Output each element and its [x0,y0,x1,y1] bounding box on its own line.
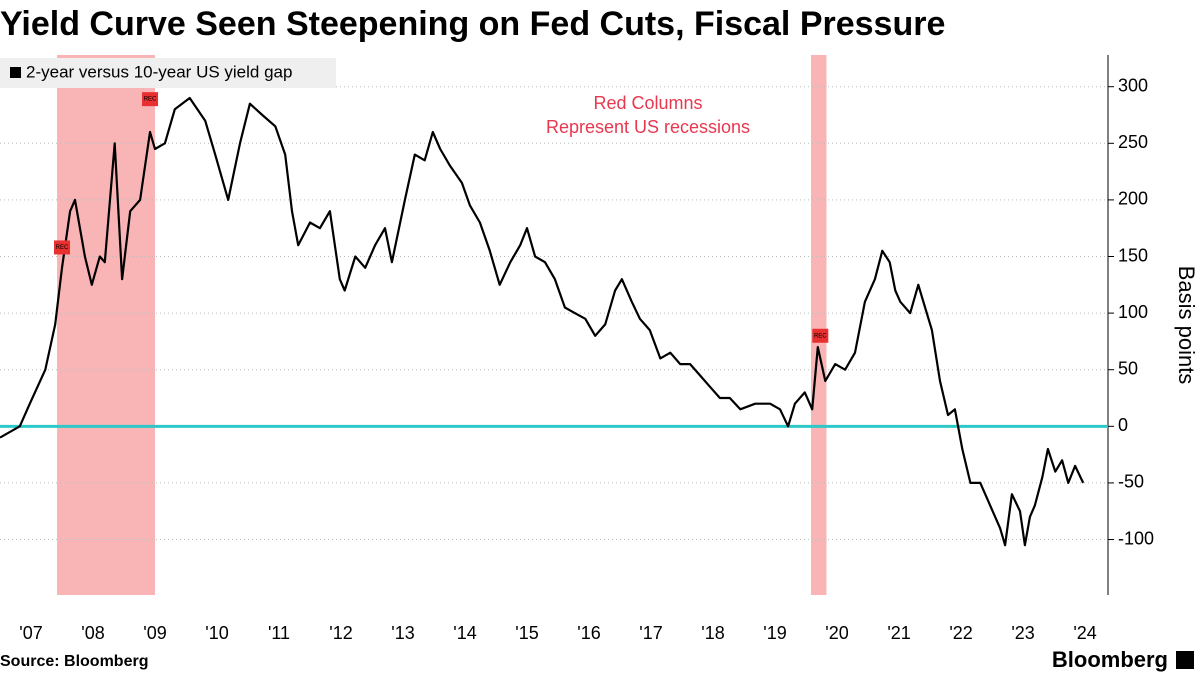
x-tick-label: '15 [515,623,538,643]
y-axis-label: Basis points [1174,266,1199,385]
event-marker [142,92,159,107]
recession-band [811,55,827,595]
y-tick-label: 200 [1118,189,1148,209]
x-tick-label: '08 [81,623,104,643]
y-tick-label: 150 [1118,245,1148,265]
y-tick-label: 250 [1118,132,1148,152]
x-tick-label: '19 [763,623,786,643]
brand-icon [1176,651,1194,669]
chart-title: Yield Curve Seen Steepening on Fed Cuts,… [0,5,945,43]
event-marker [812,328,829,343]
x-tick-label: '20 [825,623,848,643]
y-tick-label: 100 [1118,302,1148,322]
event-label: REC [56,245,69,251]
x-tick-label: '13 [391,623,414,643]
legend-label: 2-year versus 10-year US yield gap [26,62,292,81]
x-tick-label: '07 [19,623,42,643]
x-tick-label: '10 [205,623,228,643]
y-tick-label: 50 [1118,358,1138,378]
event-label: REC [814,333,827,339]
x-tick-label: '14 [453,623,476,643]
x-tick-label: '21 [887,623,910,643]
y-tick-label: -50 [1118,472,1144,492]
x-tick-label: '11 [268,623,290,643]
legend-box [0,58,336,88]
source: Source: Bloomberg [0,653,148,670]
x-tick-label: '18 [701,623,724,643]
y-tick-label: 300 [1118,75,1148,95]
series-line [0,96,1085,547]
event-marker [54,240,71,255]
event-label: REC [144,97,157,103]
x-tick-label: '24 [1073,623,1096,643]
x-tick-label: '12 [329,623,352,643]
x-tick-label: '17 [639,623,662,643]
x-tick-label: '16 [577,623,600,643]
x-tick-label: '23 [1011,623,1034,643]
y-tick-label: -100 [1118,528,1154,548]
brand: Bloomberg [1052,647,1168,672]
annotation: Represent US recessions [546,117,750,137]
recession-band [57,55,156,595]
legend-swatch [10,67,21,78]
x-tick-label: '09 [143,623,166,643]
x-tick-label: '22 [949,623,972,643]
annotation: Red Columns [593,93,702,113]
y-tick-label: 0 [1118,415,1128,435]
